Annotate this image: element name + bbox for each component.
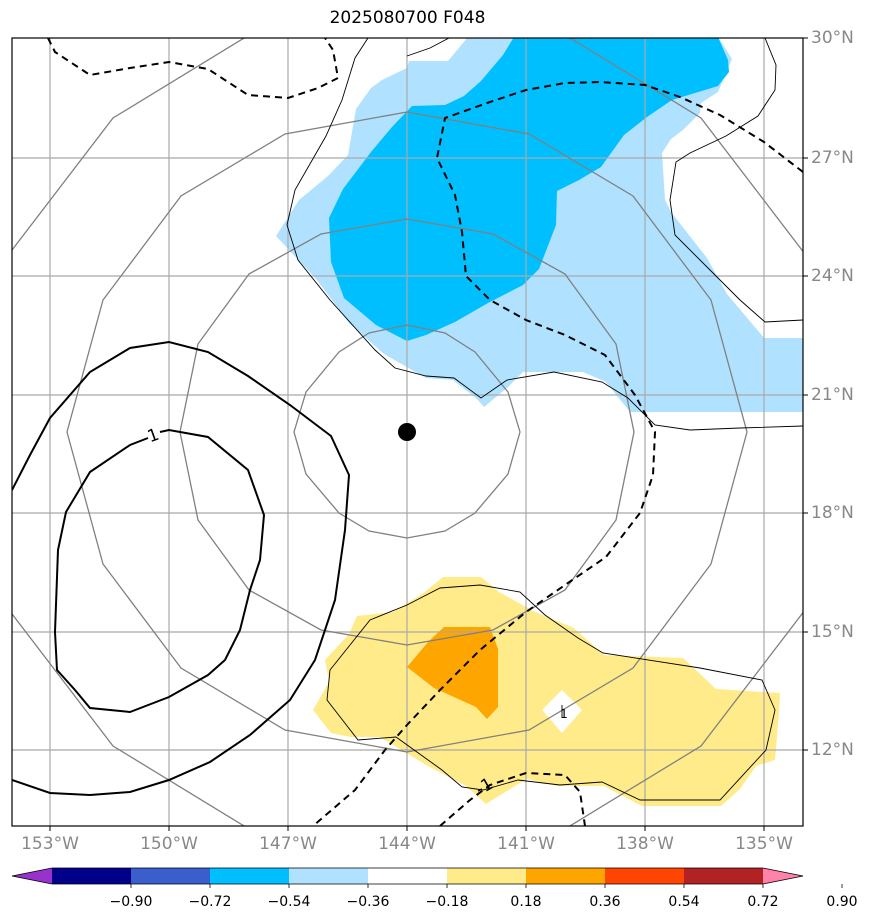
lat-tick-label: 12°N bbox=[811, 740, 854, 760]
contour-solid-outer bbox=[12, 340, 351, 797]
lat-tick-label: 30°N bbox=[811, 28, 854, 48]
lat-tick-label: 18°N bbox=[811, 503, 854, 523]
shade-light-yellow bbox=[313, 577, 780, 806]
chart-title: 2025080700 F048 bbox=[329, 8, 486, 28]
colorbar-segment bbox=[131, 868, 211, 884]
lon-tick-label: 141°W bbox=[497, 834, 555, 854]
storm-center-marker bbox=[398, 423, 416, 441]
colorbar-segment bbox=[368, 868, 448, 884]
lat-tick-label: 24°N bbox=[811, 266, 854, 286]
colorbar-segment bbox=[605, 868, 685, 884]
lon-tick-label: 153°W bbox=[21, 834, 79, 854]
lon-tick-label: 147°W bbox=[259, 834, 317, 854]
lon-tick-label: 138°W bbox=[616, 834, 674, 854]
lon-tick-label: 150°W bbox=[140, 834, 198, 854]
contour-label: 1 bbox=[145, 425, 162, 447]
contour-dashed-top bbox=[47, 38, 340, 100]
lon-tick-label: 135°W bbox=[735, 834, 793, 854]
colorbar-tick-label: 0.72 bbox=[747, 894, 779, 910]
colorbar-segment bbox=[52, 868, 132, 884]
contour-label: 1 bbox=[560, 707, 568, 721]
lat-tick-label: 21°N bbox=[811, 385, 854, 405]
lat-tick-label: 15°N bbox=[811, 622, 854, 642]
colorbar-segment bbox=[526, 868, 606, 884]
tick-marks bbox=[49, 37, 808, 831]
colorbar-tick-label: 0.18 bbox=[510, 894, 542, 910]
colorbar-segment bbox=[289, 868, 369, 884]
colorbar bbox=[11, 867, 843, 888]
colorbar-tick-label: −0.72 bbox=[188, 894, 232, 910]
grid-lines bbox=[12, 38, 803, 826]
contour-dashed-bottom bbox=[439, 771, 586, 826]
shade-deep-sky-blue bbox=[329, 38, 729, 341]
colorbar-segment bbox=[210, 868, 290, 884]
range-rings bbox=[12, 38, 803, 826]
thick-contours bbox=[12, 38, 803, 826]
lon-tick-label: 144°W bbox=[378, 834, 436, 854]
colorbar-tick-label: −0.90 bbox=[109, 894, 153, 910]
colorbar-tick-label: 0.54 bbox=[668, 894, 700, 910]
contour-dashed-main bbox=[312, 80, 803, 826]
colorbar-tick-label: 0.36 bbox=[589, 894, 621, 910]
colorbar-segment bbox=[684, 868, 764, 884]
shade-orange bbox=[407, 627, 498, 719]
colorbar-tick-label: −0.54 bbox=[267, 894, 311, 910]
colorbar-extend-high bbox=[763, 868, 803, 884]
lat-tick-label: 27°N bbox=[811, 148, 854, 168]
colorbar-tick-label: −0.36 bbox=[346, 894, 390, 910]
colorbar-segment bbox=[447, 868, 527, 884]
colorbar-extend-low bbox=[12, 868, 52, 884]
colorbar-outline bbox=[11, 867, 804, 885]
colorbar-tick-label: 0.90 bbox=[826, 894, 858, 910]
contour-solid-inner bbox=[53, 428, 266, 714]
colorbar-tick-label: −0.18 bbox=[425, 894, 469, 910]
